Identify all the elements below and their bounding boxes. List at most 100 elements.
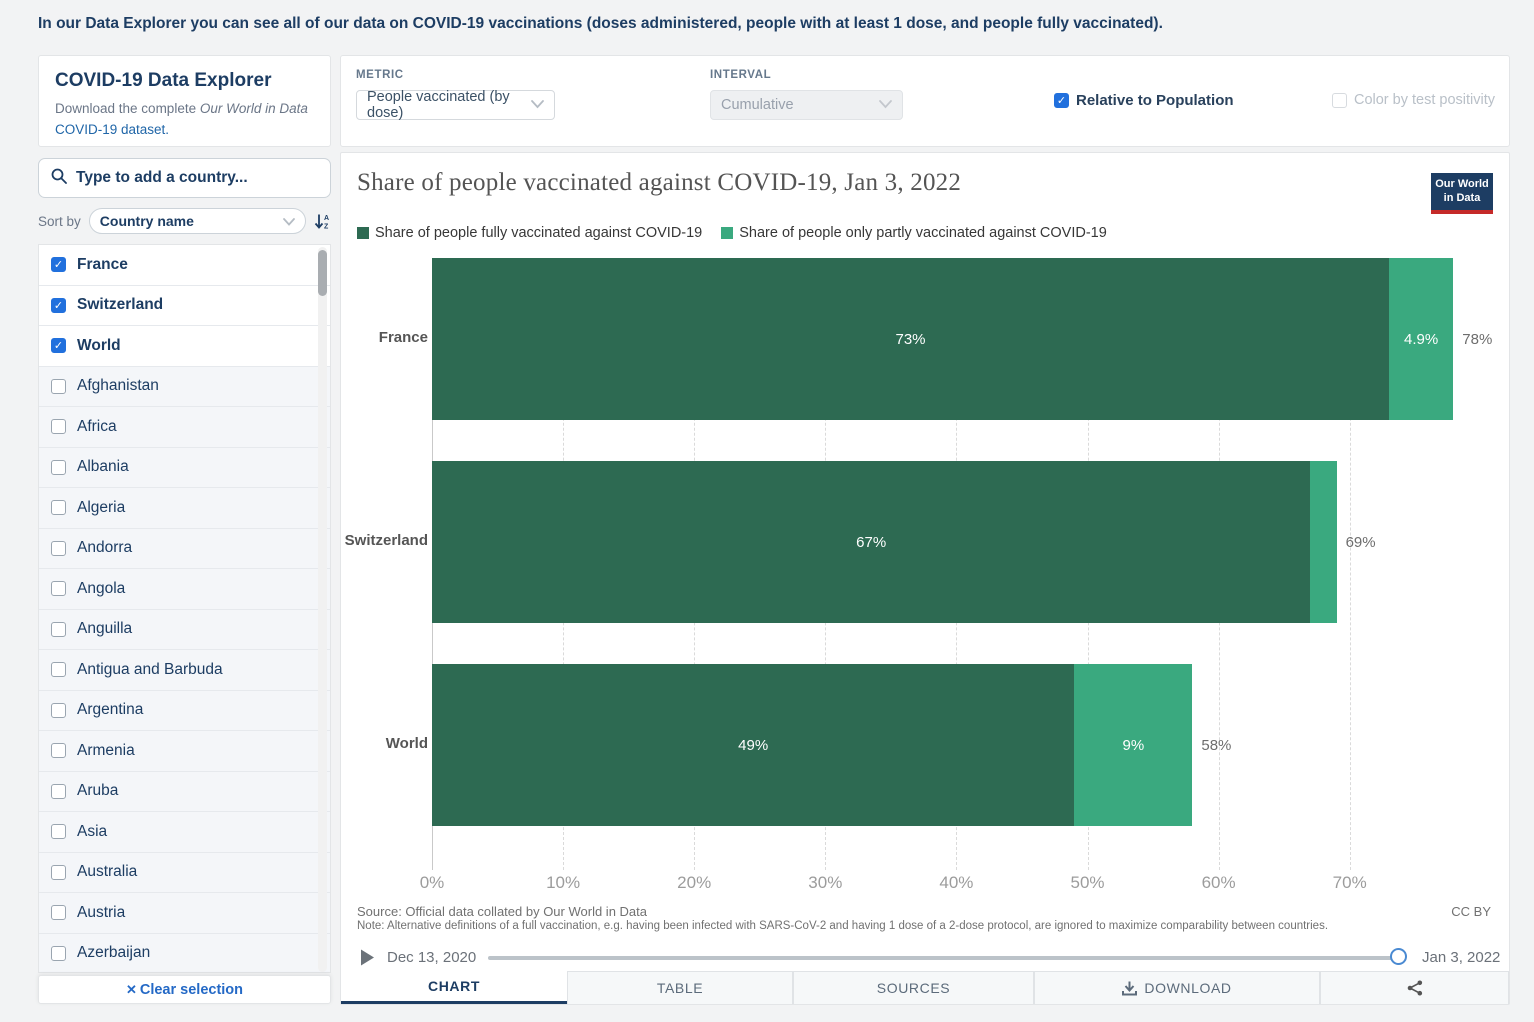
country-label: Armenia — [77, 741, 135, 759]
tab-chart[interactable]: CHART — [341, 971, 567, 1004]
country-label: Argentina — [77, 701, 144, 719]
country-label: Asia — [77, 822, 108, 840]
tab-download[interactable]: DOWNLOAD — [1034, 971, 1320, 1004]
relative-to-population-checkbox[interactable]: ✓ Relative to Population — [1054, 92, 1234, 109]
metric-select-value: People vaccinated (by dose) — [367, 89, 510, 121]
metric-select[interactable]: People vaccinated (by dose) — [356, 89, 555, 121]
tab-bar: CHART TABLE SOURCES DOWNLOAD — [341, 971, 1509, 1004]
country-row[interactable]: Austria — [39, 893, 330, 934]
country-row[interactable]: ✓ Switzerland — [39, 285, 330, 326]
tab-chart-label: CHART — [428, 978, 480, 994]
scrollbar[interactable] — [318, 247, 327, 972]
checkbox-unchecked-icon[interactable] — [51, 459, 66, 475]
license-text[interactable]: CC BY — [1451, 904, 1491, 919]
checkbox-unchecked-icon[interactable] — [51, 905, 66, 921]
country-row[interactable]: Albania — [39, 447, 330, 488]
checkbox-unchecked-icon[interactable] — [51, 419, 66, 435]
checkbox-unchecked-icon[interactable] — [51, 824, 66, 840]
country-label: Switzerland — [77, 296, 164, 314]
country-label: Afghanistan — [77, 377, 159, 395]
bar-total-label: 58% — [1201, 736, 1232, 754]
checkbox-unchecked-icon[interactable] — [51, 783, 66, 799]
tab-sources[interactable]: SOURCES — [793, 971, 1034, 1004]
source-text[interactable]: Source: Official data collated by Our Wo… — [357, 904, 647, 919]
x-axis-tick-label: 10% — [546, 873, 581, 892]
explorer-subtitle: Download the complete Our World in Data … — [55, 99, 314, 141]
note-text: Note: Alternative definitions of a full … — [357, 920, 1329, 932]
checkbox-unchecked-icon[interactable] — [51, 378, 66, 394]
svg-text:Z: Z — [324, 223, 329, 230]
sort-select-value: Country name — [99, 213, 194, 229]
country-row[interactable]: Australia — [39, 852, 330, 893]
bar-segment[interactable] — [1310, 461, 1337, 623]
country-label: Austria — [77, 903, 126, 921]
checkbox-checked-icon[interactable]: ✓ — [51, 338, 66, 354]
timeline-track[interactable] — [488, 956, 1398, 960]
bar-segment[interactable]: 67% — [432, 461, 1311, 623]
timeline-handle[interactable] — [1390, 948, 1407, 965]
scrollbar-thumb[interactable] — [318, 250, 327, 296]
tab-table[interactable]: TABLE — [567, 971, 793, 1004]
country-label: Angola — [77, 579, 126, 597]
country-row[interactable]: Argentina — [39, 690, 330, 731]
country-row[interactable]: Anguilla — [39, 609, 330, 650]
checkbox-checked-icon[interactable]: ✓ — [51, 257, 66, 273]
search-input[interactable] — [76, 169, 318, 187]
interval-select[interactable]: Cumulative — [710, 90, 903, 120]
country-row[interactable]: Angola — [39, 569, 330, 610]
checkbox-unchecked-icon[interactable] — [51, 540, 66, 556]
country-row[interactable]: Africa — [39, 407, 330, 448]
x-axis-tick-label: 70% — [1332, 873, 1367, 892]
bar-segment[interactable]: 73% — [432, 258, 1390, 420]
our-world-in-data-logo[interactable]: Our World in Data — [1431, 173, 1493, 214]
chevron-down-icon — [879, 97, 892, 113]
checkbox-unchecked-icon[interactable] — [51, 621, 66, 637]
bar-segment[interactable]: 9% — [1074, 664, 1193, 826]
sort-select[interactable]: Country name — [88, 208, 306, 234]
country-label: Algeria — [77, 498, 126, 516]
country-row[interactable]: Andorra — [39, 528, 330, 569]
checkbox-checked-icon[interactable]: ✓ — [51, 297, 66, 313]
chart-legend: Share of people fully vaccinated against… — [357, 225, 1107, 241]
country-row[interactable]: ✓ France — [39, 245, 330, 286]
dataset-link[interactable]: COVID-19 dataset. — [55, 121, 170, 137]
legend-label: Share of people only partly vaccinated a… — [739, 225, 1107, 241]
timeline-start-date[interactable]: Dec 13, 2020 — [387, 949, 477, 966]
bar-segment[interactable]: 4.9% — [1389, 258, 1454, 420]
country-row[interactable]: Armenia — [39, 731, 330, 772]
country-row[interactable]: Azerbaijan — [39, 933, 330, 972]
country-row[interactable]: ✓ World — [39, 326, 330, 367]
checkbox-unchecked-icon[interactable] — [51, 945, 66, 961]
checkbox-unchecked-icon[interactable] — [51, 581, 66, 597]
clear-selection-button[interactable]: ✕ Clear selection — [38, 975, 331, 1004]
play-icon[interactable] — [360, 949, 375, 971]
legend-swatch — [721, 227, 734, 239]
country-row[interactable]: Algeria — [39, 488, 330, 529]
country-row[interactable]: Antigua and Barbuda — [39, 650, 330, 691]
checkbox-unchecked-icon[interactable] — [51, 864, 66, 880]
country-label: Azerbaijan — [77, 944, 151, 962]
bar-segment[interactable]: 49% — [432, 664, 1075, 826]
country-label: Africa — [77, 417, 117, 435]
legend-label: Share of people fully vaccinated against… — [375, 225, 703, 241]
bar-value-label: 49% — [738, 736, 769, 754]
checkbox-unchecked-icon[interactable] — [51, 702, 66, 718]
country-row[interactable]: Aruba — [39, 771, 330, 812]
checkbox-unchecked-icon[interactable] — [51, 743, 66, 759]
sort-by-label: Sort by — [38, 213, 81, 229]
interval-select-value: Cumulative — [721, 97, 794, 113]
timeline-end-date[interactable]: Jan 3, 2022 — [1422, 949, 1501, 966]
country-search[interactable] — [38, 158, 331, 198]
tab-share[interactable] — [1320, 971, 1509, 1004]
x-axis-tick-label: 0% — [419, 873, 445, 892]
share-icon — [1407, 980, 1423, 996]
country-row[interactable]: Asia — [39, 812, 330, 853]
country-row[interactable]: Afghanistan — [39, 366, 330, 407]
tab-download-label: DOWNLOAD — [1144, 980, 1232, 996]
checkbox-unchecked-icon[interactable] — [51, 662, 66, 678]
color-by-test-positivity-checkbox[interactable]: Color by test positivity — [1331, 92, 1495, 108]
checkbox-unchecked-icon[interactable] — [51, 500, 66, 516]
chevron-down-icon — [531, 97, 544, 113]
